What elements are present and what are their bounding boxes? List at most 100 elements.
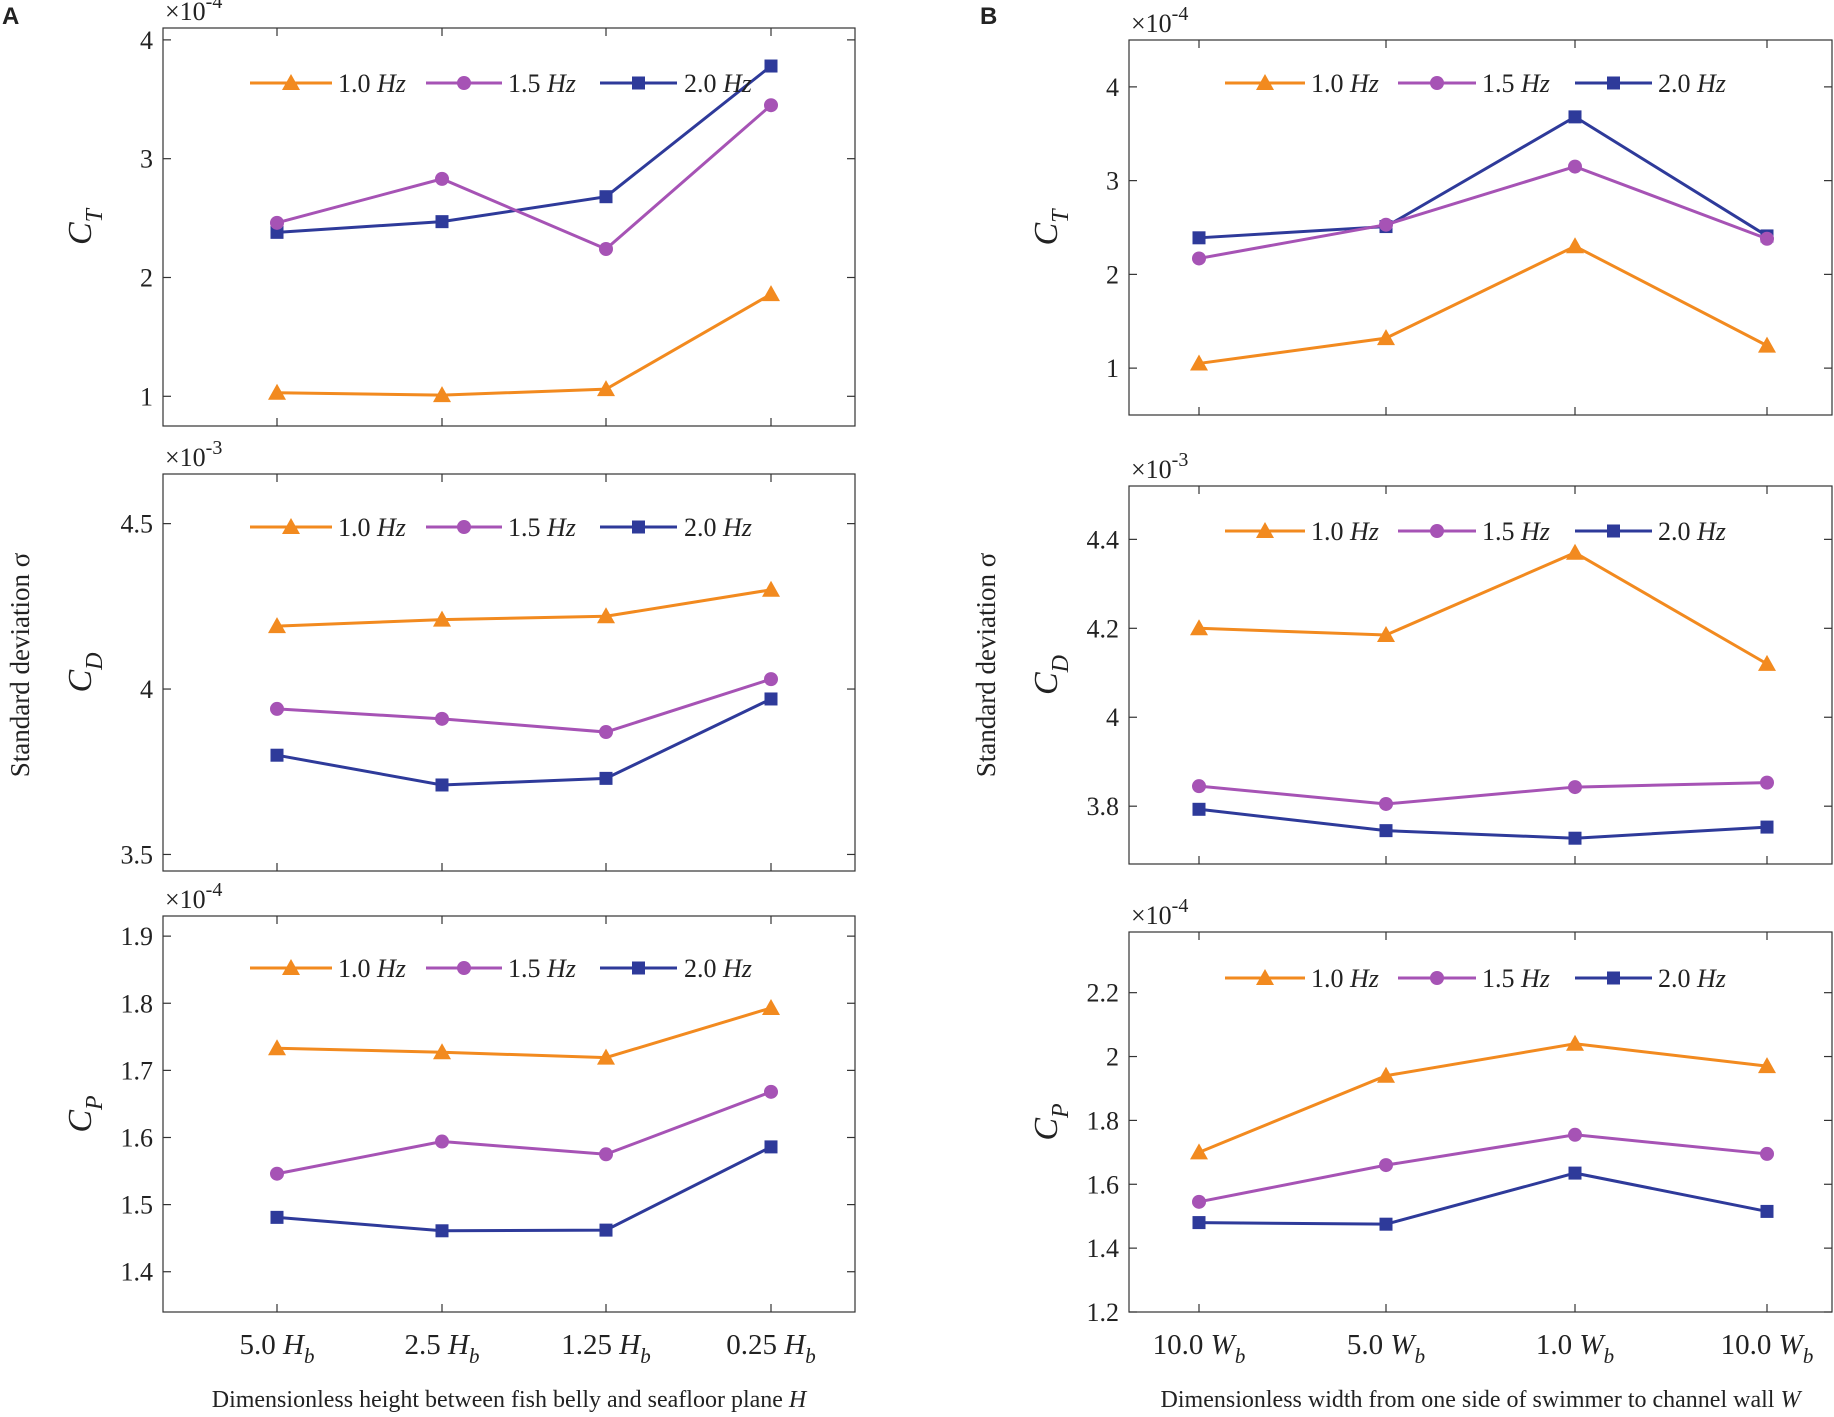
data-point xyxy=(435,1134,449,1149)
data-point xyxy=(268,1039,286,1056)
legend: 1.0 Hz 1.5 Hz 2.0 Hz xyxy=(1225,517,1726,546)
x-tick-label: 1.0 Wb xyxy=(1536,1329,1614,1368)
data-point xyxy=(599,241,613,256)
series-line xyxy=(276,292,772,397)
axis-multiplier: ×10-3 xyxy=(165,437,222,472)
y-tick-label: 1.6 xyxy=(121,1123,154,1152)
legend-label: 2.0 Hz xyxy=(684,954,752,983)
y-axis-label: CT xyxy=(1028,208,1074,246)
data-point xyxy=(597,380,615,397)
data-point xyxy=(268,383,286,400)
x-tick-label: 0.25 Hb xyxy=(726,1329,815,1368)
data-point xyxy=(1379,217,1393,232)
legend-label: 1.0 Hz xyxy=(1311,964,1379,993)
series-1-0-hz xyxy=(1190,237,1776,371)
legend-marker xyxy=(457,76,471,90)
data-point xyxy=(762,998,780,1015)
data-point xyxy=(1760,1146,1774,1161)
legend-label: 2.0 Hz xyxy=(684,513,752,542)
subplot-a-cd: 3.5 4 4.5 ×10-3 CD 1.0 Hz 1.5 Hz 2.0 Hz xyxy=(62,437,856,872)
data-point xyxy=(270,1166,284,1181)
series-line xyxy=(1198,551,1768,666)
data-point xyxy=(270,225,284,239)
series-line xyxy=(276,104,772,251)
y-tick-label: 1.8 xyxy=(1087,1106,1120,1135)
data-point xyxy=(1566,237,1584,254)
y-tick-label: 3.8 xyxy=(1087,792,1120,821)
data-point xyxy=(1760,1204,1774,1218)
y-tick-label: 3 xyxy=(140,145,153,174)
legend-marker xyxy=(282,74,300,90)
legend-marker xyxy=(1430,524,1444,538)
legend-marker xyxy=(457,520,471,534)
y-tick-label: 2.2 xyxy=(1087,979,1120,1008)
y-tick-label: 1 xyxy=(140,382,153,411)
x-tick-label: 10.0 Wb xyxy=(1721,1329,1814,1368)
data-point xyxy=(1566,543,1584,560)
legend-marker xyxy=(1607,76,1620,90)
data-point xyxy=(764,98,778,113)
legend: 1.0 Hz 1.5 Hz 2.0 Hz xyxy=(1225,964,1726,993)
data-point xyxy=(435,1224,449,1238)
data-point xyxy=(433,386,451,403)
data-point xyxy=(597,607,615,624)
y-tick-label: 2 xyxy=(1106,1043,1119,1072)
data-point xyxy=(1379,1217,1393,1231)
data-point xyxy=(1379,824,1393,838)
series-line xyxy=(276,64,772,234)
series-1-5-hz xyxy=(270,98,778,256)
series-1-0-hz xyxy=(268,285,780,403)
legend-label: 1.0 Hz xyxy=(1311,517,1379,546)
data-point xyxy=(764,1140,778,1154)
y-tick-label: 3 xyxy=(1106,167,1119,196)
data-point xyxy=(1568,780,1582,795)
data-point xyxy=(599,1147,613,1162)
series-line xyxy=(1198,115,1768,240)
data-point xyxy=(435,171,449,186)
series-line xyxy=(1198,244,1768,365)
y-axis-label: CD xyxy=(62,652,108,692)
shared-ylabel: Standard deviation σ xyxy=(971,552,1001,777)
y-tick-label: 1.4 xyxy=(1087,1234,1120,1263)
data-point xyxy=(270,701,284,716)
x-tick-label: 5.0 Wb xyxy=(1347,1329,1425,1368)
data-point xyxy=(1760,820,1774,834)
data-point xyxy=(764,59,778,73)
subplot-a-ct: 1 2 3 4 ×10-4 CT 1.0 Hz 1.5 Hz 2.0 Hz xyxy=(62,0,856,427)
data-point xyxy=(435,778,449,792)
data-point xyxy=(762,285,780,302)
data-point xyxy=(1758,654,1776,671)
legend-marker xyxy=(1607,524,1620,538)
y-tick-label: 1.2 xyxy=(1087,1298,1120,1327)
y-tick-label: 1.4 xyxy=(121,1258,154,1287)
x-axis-label: Dimensionless height between fish belly … xyxy=(212,1387,808,1413)
legend-label: 1.0 Hz xyxy=(1311,69,1379,98)
data-point xyxy=(764,1084,778,1099)
subplot-b-cd: 3.8 4 4.2 4.4 ×10-3 CD 1.0 Hz 1.5 Hz 2.0 Hz xyxy=(1028,449,1833,865)
data-point xyxy=(1568,159,1582,174)
y-tick-label: 2 xyxy=(140,263,153,292)
y-tick-label: 4.5 xyxy=(121,510,154,539)
legend-label: 1.5 Hz xyxy=(508,69,576,98)
legend-label: 1.0 Hz xyxy=(338,513,406,542)
axis-multiplier: ×10-4 xyxy=(165,0,222,26)
axis-multiplier: ×10-3 xyxy=(1131,449,1188,484)
data-point xyxy=(1758,1057,1776,1074)
data-point xyxy=(1377,1066,1395,1083)
legend-marker xyxy=(1607,971,1620,985)
legend-marker xyxy=(1430,76,1444,90)
y-tick-label: 4 xyxy=(1106,703,1119,732)
series-2-0-hz xyxy=(270,692,778,792)
y-tick-label: 1.5 xyxy=(121,1191,154,1220)
data-point xyxy=(1377,625,1395,642)
data-point xyxy=(270,748,284,762)
y-axis-label: CD xyxy=(1028,655,1074,695)
y-axis-label: CP xyxy=(1028,1103,1074,1141)
axis-multiplier: ×10-4 xyxy=(1131,895,1188,930)
data-point xyxy=(1190,354,1208,371)
legend-label: 2.0 Hz xyxy=(1658,517,1726,546)
series-line xyxy=(276,1145,772,1233)
series-1-5-hz xyxy=(1192,1127,1774,1209)
subplot-b-cp: 1.2 1.4 1.6 1.8 2 2.2 ×10-4 CP 1.0 Hz 1.5 Hz 2.0 H… xyxy=(1028,895,1833,1327)
